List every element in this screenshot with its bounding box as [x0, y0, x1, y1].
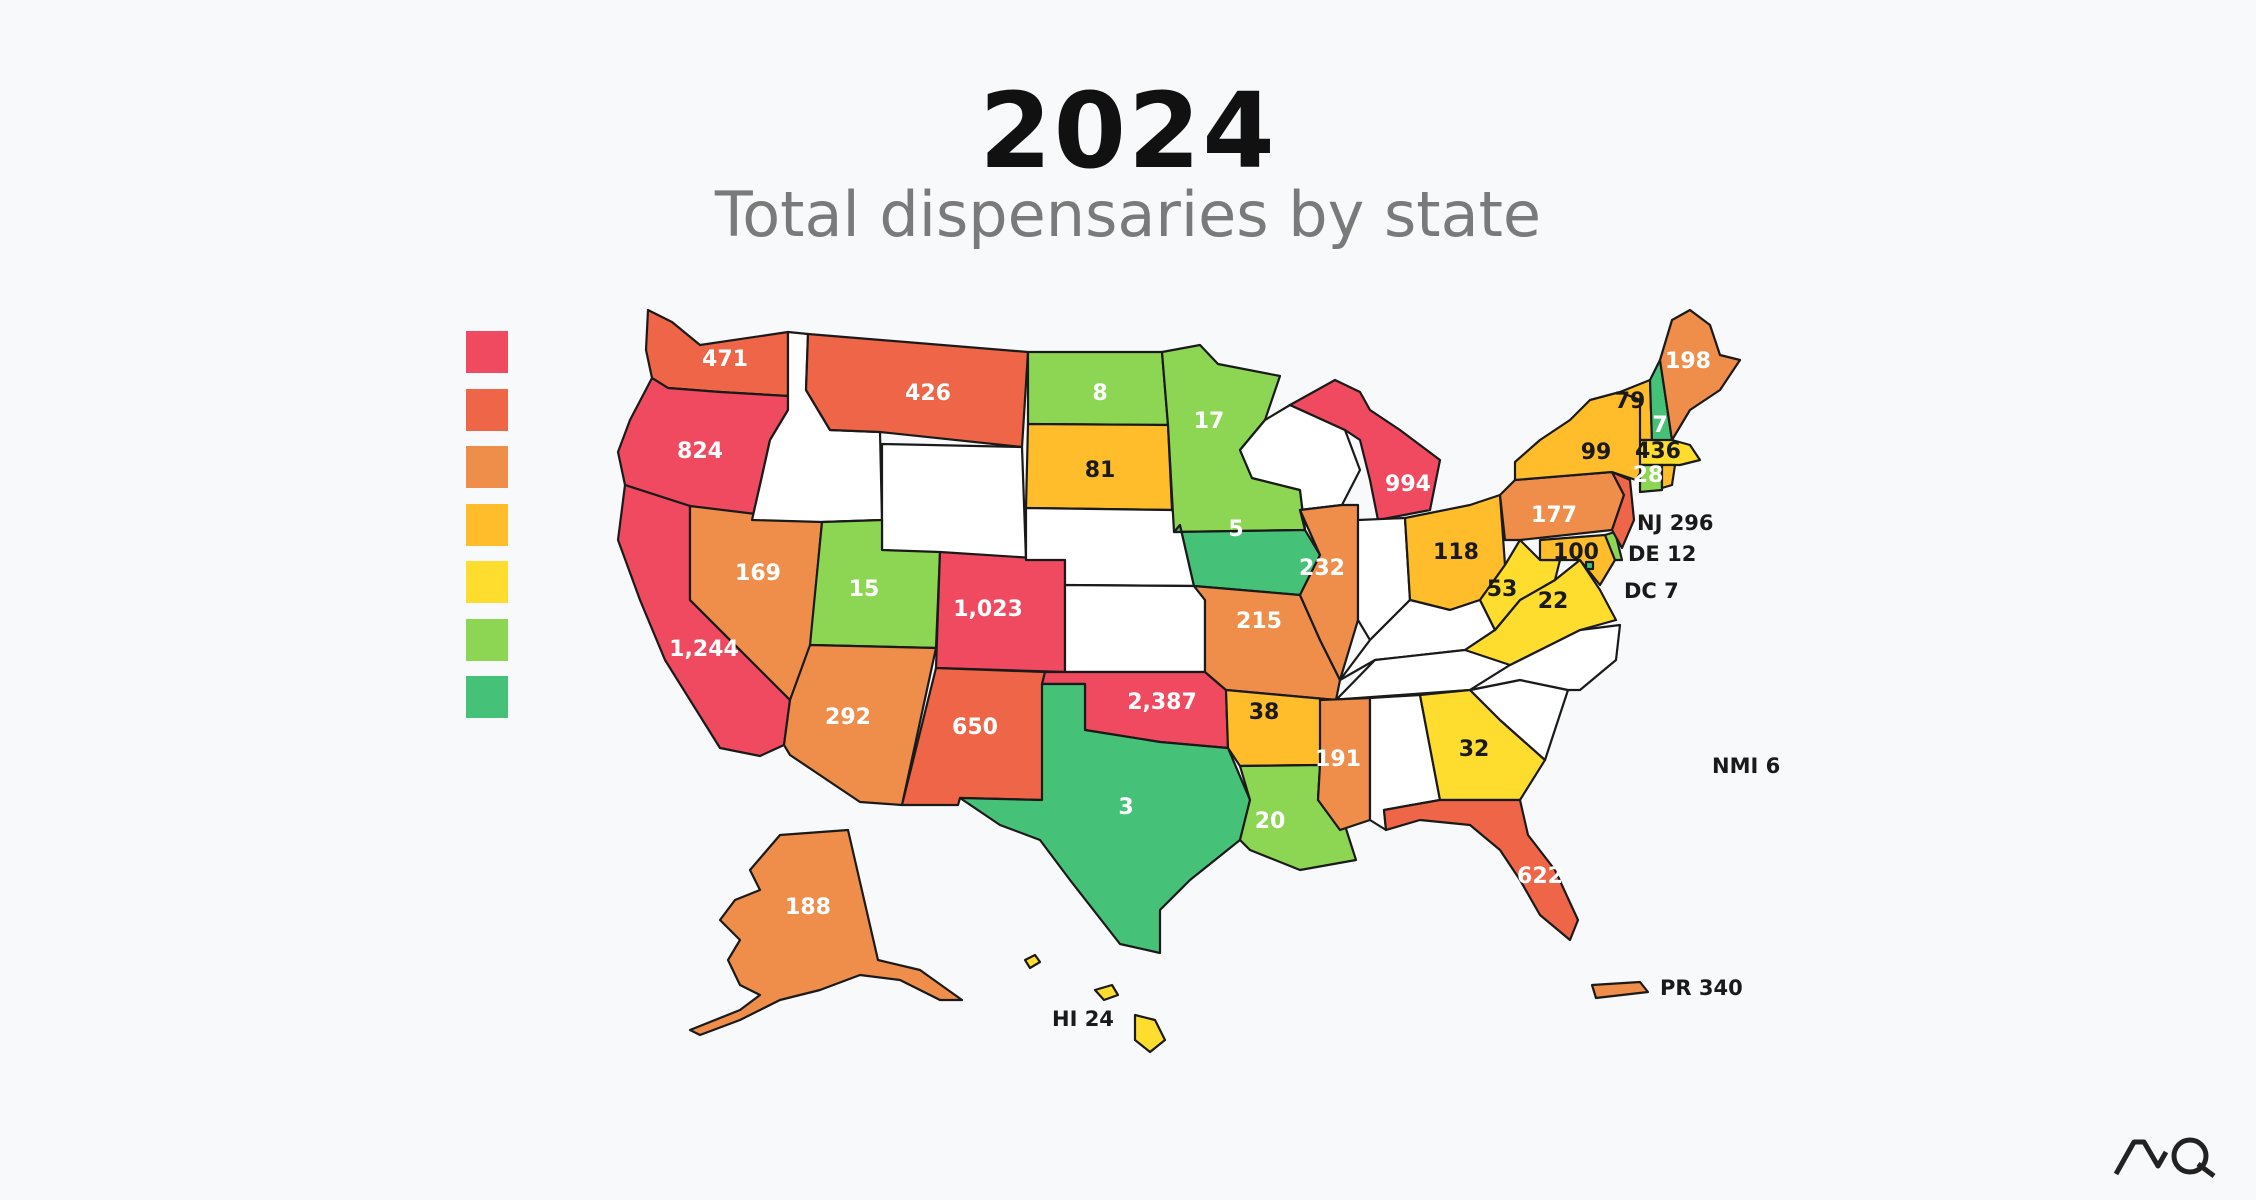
label-pr: PR 340 [1660, 976, 1743, 1000]
state-hi[interactable] [1023, 953, 1042, 970]
state-hi-big[interactable] [1133, 1013, 1167, 1054]
label-mt: 426 [905, 381, 951, 406]
label-ct: 28 [1633, 463, 1664, 488]
state-me[interactable] [1658, 308, 1742, 442]
label-mn: 17 [1194, 409, 1225, 434]
label-nd: 8 [1092, 381, 1107, 406]
label-de: DE 12 [1628, 542, 1696, 566]
label-ga: 32 [1459, 737, 1490, 762]
label-md: 100 [1553, 540, 1599, 565]
label-mi: 994 [1385, 472, 1431, 497]
label-ar: 38 [1249, 700, 1280, 725]
label-co: 1,023 [953, 597, 1023, 622]
label-or: 824 [677, 439, 723, 464]
label-va: 22 [1538, 589, 1569, 614]
label-ak: 188 [785, 895, 831, 920]
label-vt: 79 [1615, 389, 1646, 414]
label-sd: 81 [1085, 458, 1116, 483]
legend-swatch-1 [466, 331, 508, 373]
external-labels: NJ 296 DE 12 DC 7 NMI 6 HI 24 PR 340 [1052, 511, 1780, 1031]
legend-swatch-6 [466, 618, 508, 661]
hawaii-islands [1023, 953, 1167, 1054]
legend [466, 331, 508, 734]
label-wa: 471 [702, 347, 748, 372]
label-nh: 7 [1652, 413, 1667, 438]
label-il: 232 [1299, 556, 1345, 581]
label-wv: 53 [1487, 577, 1518, 602]
state-ks[interactable] [1063, 583, 1207, 674]
state-ri[interactable] [1660, 463, 1677, 490]
label-ma: 436 [1635, 439, 1681, 464]
legend-swatch-3 [466, 446, 508, 488]
territory-pr[interactable] [1590, 980, 1650, 1000]
label-dc: DC 7 [1624, 579, 1679, 603]
label-nj: NJ 296 [1637, 511, 1714, 535]
state-de[interactable] [1603, 530, 1624, 562]
label-la: 20 [1255, 809, 1286, 834]
label-nv: 169 [735, 561, 781, 586]
label-ms: 191 [1315, 747, 1361, 772]
label-ok: 2,387 [1127, 690, 1197, 715]
state-mi[interactable] [1288, 378, 1442, 522]
state-value-labels: 471 824 1,244 169 426 15 1,023 292 650 8… [669, 347, 1711, 920]
legend-swatch-4 [466, 503, 508, 546]
state-nj[interactable] [1610, 470, 1636, 550]
state-az[interactable] [782, 643, 938, 807]
label-ia: 5 [1228, 517, 1243, 542]
label-ca: 1,244 [669, 637, 739, 662]
state-hi-maui[interactable] [1093, 983, 1120, 1002]
state-ct[interactable] [1638, 463, 1664, 494]
legend-swatch-5 [466, 561, 508, 603]
chart-subtitle: Total dispensaries by state [714, 178, 1542, 251]
state-fl[interactable] [1382, 798, 1580, 942]
label-oh: 118 [1433, 540, 1479, 565]
aq-logo [2113, 1137, 2216, 1178]
label-ny: 99 [1581, 440, 1612, 465]
label-tx: 3 [1118, 795, 1133, 820]
label-hi: HI 24 [1052, 1007, 1114, 1031]
state-ak[interactable] [688, 828, 964, 1037]
label-mo: 215 [1236, 609, 1282, 634]
label-me: 198 [1665, 349, 1711, 374]
label-pa: 177 [1531, 503, 1577, 528]
chart-title: 2024 [979, 70, 1277, 192]
label-az: 292 [825, 705, 871, 730]
label-nm: 650 [952, 715, 998, 740]
label-ut: 15 [849, 577, 880, 602]
legend-swatch-2 [466, 388, 508, 431]
state-dc[interactable] [1584, 560, 1595, 571]
label-fl: 622 [1517, 864, 1563, 889]
state-wy[interactable] [880, 442, 1028, 562]
state-tx[interactable] [958, 682, 1252, 955]
legend-swatch-7 [466, 676, 508, 718]
label-nmi: NMI 6 [1712, 754, 1780, 778]
